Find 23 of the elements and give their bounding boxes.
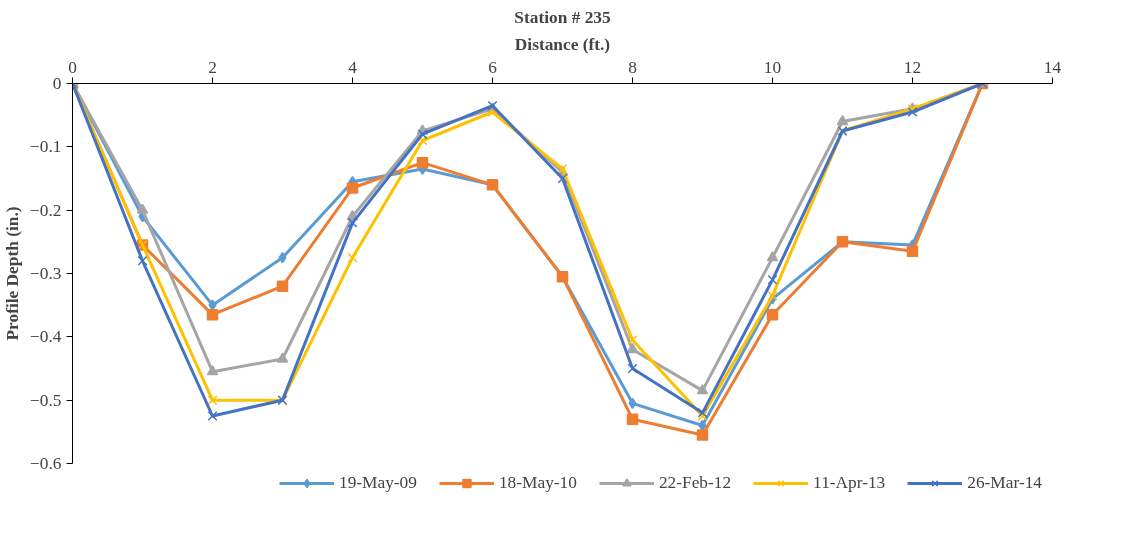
x-tick-label: 8	[628, 57, 637, 77]
x-tick-label: 10	[763, 57, 782, 77]
legend-label: 18-May-10	[498, 473, 577, 493]
y-tick-label: −0.4	[30, 327, 62, 347]
x-tick-label: 14	[1043, 57, 1062, 77]
y-tick-label: −0.5	[30, 390, 62, 410]
x-tick-label: 0	[68, 57, 77, 77]
x-axis-title: Distance (ft.)	[514, 34, 611, 54]
legend-label: 19-May-09	[338, 473, 417, 493]
y-tick-label: −0.6	[30, 454, 62, 473]
y-tick-label: −0.3	[30, 264, 62, 283]
y-axis-title: Profile Depth (in.)	[3, 206, 23, 341]
chart-title: Station # 235	[514, 7, 611, 27]
x-tick-label: 6	[488, 57, 498, 77]
y-tick-label: −0.2	[30, 200, 62, 220]
y-tick-label: −0.1	[30, 137, 62, 157]
x-tick-label: 2	[208, 57, 217, 77]
x-tick-label: 12	[903, 57, 922, 77]
legend-label: 26-Mar-14	[967, 473, 1042, 493]
x-tick-label: 4	[348, 57, 358, 77]
legend-label: 11-Apr-13	[813, 473, 886, 493]
y-tick-label: 0	[52, 74, 62, 93]
legend-label: 22-Feb-12	[658, 473, 732, 493]
